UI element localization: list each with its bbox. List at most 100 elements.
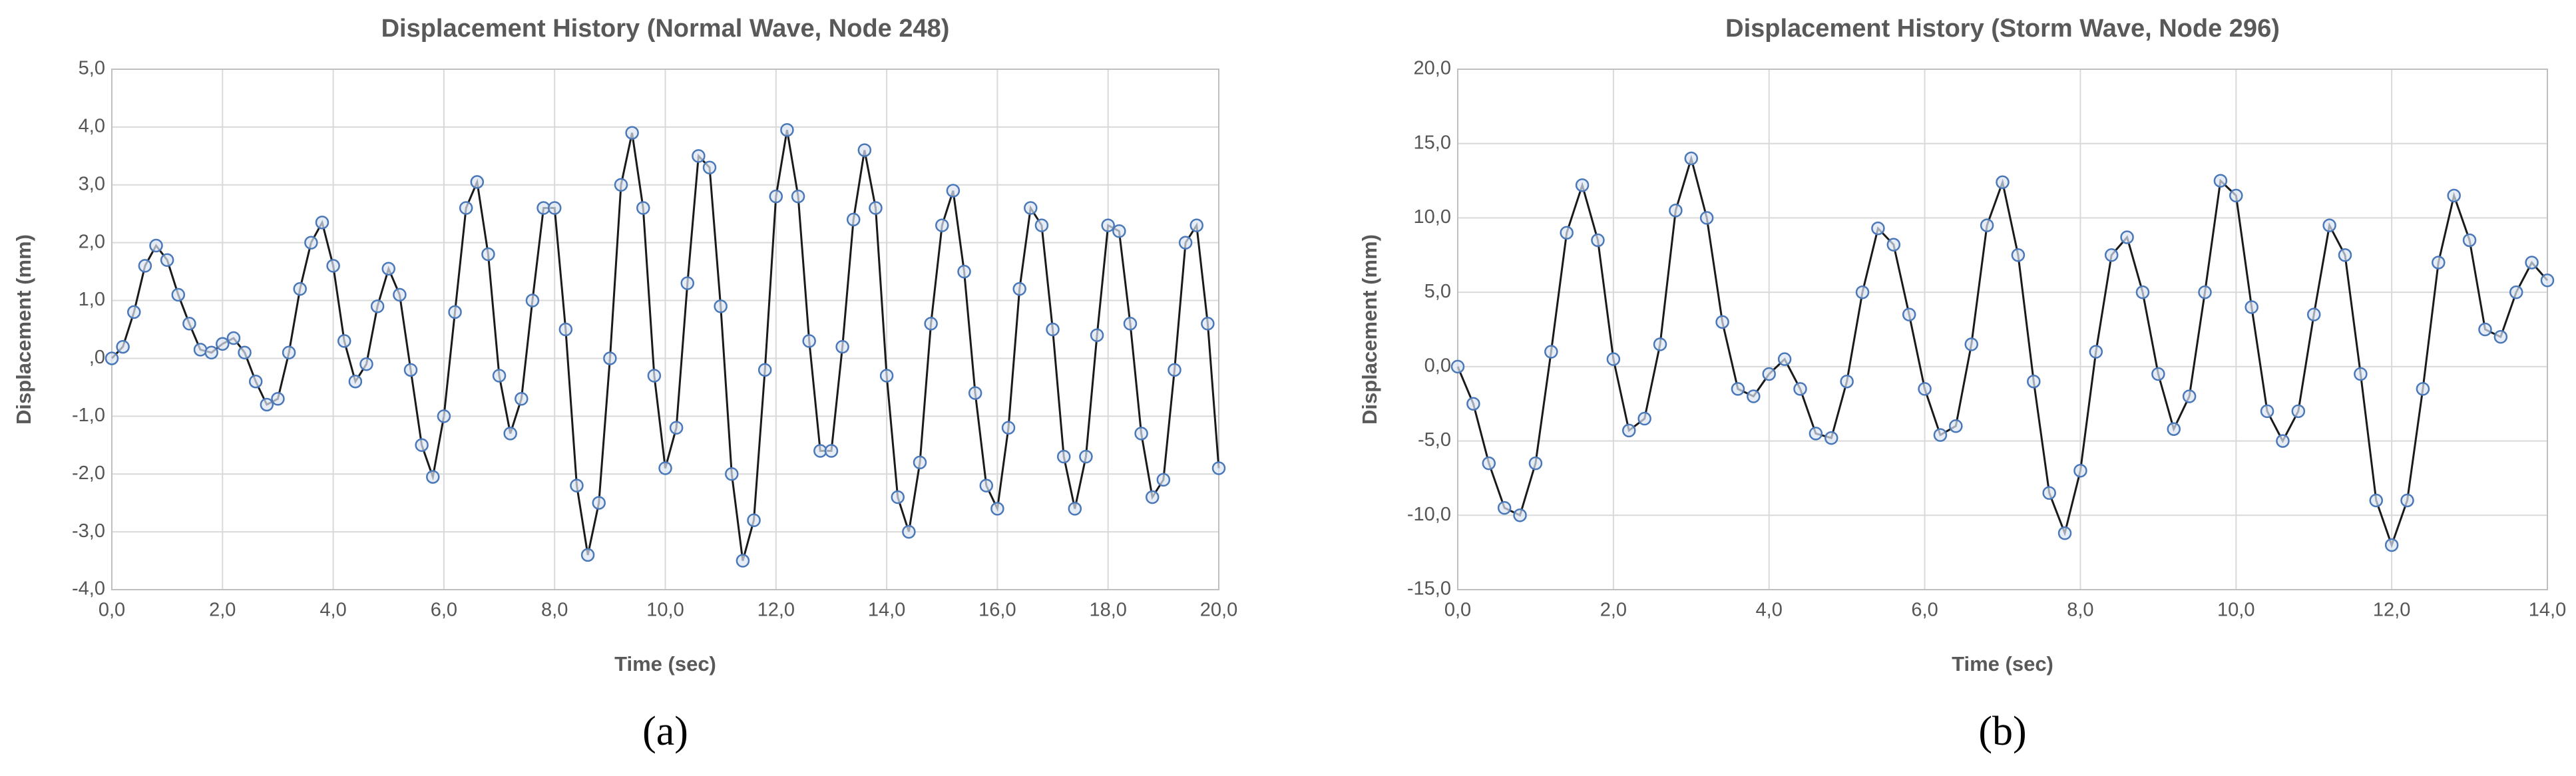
data-marker bbox=[1560, 226, 1574, 240]
data-marker bbox=[1777, 352, 1792, 366]
x-axis-label: Time (sec) bbox=[614, 652, 716, 676]
y-tick-label: 10,0 bbox=[1414, 206, 1451, 228]
data-marker bbox=[2447, 188, 2461, 203]
data-marker bbox=[1606, 352, 1621, 366]
data-marker bbox=[1762, 367, 1776, 381]
data-marker bbox=[149, 238, 163, 253]
data-marker bbox=[1012, 282, 1026, 296]
data-marker bbox=[1056, 449, 1071, 464]
data-marker bbox=[1575, 178, 1590, 192]
data-marker bbox=[1731, 382, 1745, 396]
data-marker bbox=[990, 502, 1004, 516]
data-marker bbox=[171, 288, 186, 302]
y-tick-label: 5,0 bbox=[1424, 281, 1451, 302]
y-tick-label: -15,0 bbox=[1407, 578, 1451, 600]
data-marker bbox=[1145, 490, 1160, 504]
data-marker bbox=[1156, 473, 1171, 487]
data-marker bbox=[1964, 337, 1978, 351]
data-marker bbox=[1046, 322, 1060, 337]
data-marker bbox=[2509, 285, 2523, 299]
data-marker bbox=[879, 369, 894, 383]
data-marker bbox=[736, 554, 750, 568]
data-marker bbox=[337, 334, 351, 348]
data-marker bbox=[393, 288, 407, 302]
y-tick-label: -4,0 bbox=[72, 578, 105, 600]
x-tick-label: 0,0 bbox=[99, 600, 125, 621]
y-tick-label: ,0 bbox=[89, 347, 105, 368]
data-marker bbox=[182, 317, 196, 331]
data-marker bbox=[1637, 411, 1651, 426]
data-marker bbox=[625, 126, 639, 140]
data-marker bbox=[1497, 500, 1512, 515]
data-marker bbox=[2540, 274, 2555, 288]
data-marker bbox=[1933, 428, 1948, 442]
data-marker bbox=[802, 334, 816, 348]
data-marker bbox=[1918, 382, 1932, 396]
data-marker bbox=[359, 357, 373, 371]
data-marker bbox=[824, 444, 839, 458]
data-marker bbox=[1123, 317, 1138, 331]
data-marker bbox=[1034, 218, 1049, 232]
data-marker bbox=[326, 259, 340, 273]
data-marker bbox=[2042, 486, 2056, 500]
data-marker bbox=[2478, 322, 2492, 337]
data-marker bbox=[1528, 456, 1543, 471]
data-marker bbox=[2400, 493, 2414, 508]
x-tick-label: 0,0 bbox=[1444, 600, 1471, 621]
data-marker bbox=[2011, 248, 2026, 262]
data-marker bbox=[381, 262, 395, 276]
data-marker bbox=[2416, 382, 2430, 396]
y-tick-label: -2,0 bbox=[72, 463, 105, 484]
data-marker bbox=[1871, 221, 1885, 236]
data-marker bbox=[603, 351, 617, 365]
data-marker bbox=[592, 496, 606, 510]
data-marker bbox=[614, 178, 628, 192]
data-marker bbox=[226, 331, 241, 345]
data-marker bbox=[747, 513, 761, 527]
data-marker bbox=[1168, 363, 1181, 377]
data-marker bbox=[459, 201, 473, 215]
y-tick-label: -5,0 bbox=[1418, 429, 1451, 451]
data-marker bbox=[636, 201, 650, 215]
y-tick-label: 5,0 bbox=[79, 58, 105, 79]
data-marker bbox=[1134, 427, 1148, 441]
data-marker bbox=[2213, 174, 2228, 188]
data-marker bbox=[680, 276, 695, 290]
data-marker bbox=[1840, 374, 1854, 389]
data-marker bbox=[304, 236, 318, 250]
data-marker bbox=[1747, 389, 1761, 403]
panel-caption: (b) bbox=[1978, 709, 2026, 754]
data-marker bbox=[846, 212, 861, 227]
data-marker bbox=[2384, 538, 2399, 552]
data-marker bbox=[1591, 233, 1605, 248]
data-marker bbox=[2229, 188, 2243, 203]
data-marker bbox=[1809, 427, 1823, 441]
data-marker bbox=[1949, 419, 1963, 433]
y-axis-label: Displacement (mm) bbox=[12, 234, 35, 425]
data-marker bbox=[260, 397, 274, 412]
data-marker bbox=[1189, 218, 1203, 232]
x-tick-label: 8,0 bbox=[541, 600, 568, 621]
data-marker bbox=[1653, 337, 1667, 351]
data-marker bbox=[2089, 345, 2103, 359]
y-tick-label: -10,0 bbox=[1407, 504, 1451, 525]
data-marker bbox=[692, 149, 706, 163]
data-marker bbox=[515, 392, 529, 406]
y-tick-label: 3,0 bbox=[79, 173, 105, 194]
data-marker bbox=[2354, 367, 2368, 381]
data-marker bbox=[2432, 256, 2446, 270]
data-marker bbox=[1112, 224, 1126, 238]
x-tick-label: 2,0 bbox=[209, 600, 236, 621]
data-marker bbox=[835, 339, 849, 354]
x-axis-label: Time (sec) bbox=[1952, 652, 2053, 676]
data-marker bbox=[580, 548, 595, 562]
data-marker bbox=[403, 363, 418, 377]
data-marker bbox=[2151, 367, 2165, 381]
y-tick-label: 1,0 bbox=[79, 289, 105, 310]
plot-frame bbox=[111, 69, 1219, 590]
data-marker bbox=[979, 479, 994, 492]
data-marker bbox=[2245, 300, 2258, 314]
data-marker bbox=[2135, 285, 2150, 299]
data-marker bbox=[1715, 315, 1729, 329]
